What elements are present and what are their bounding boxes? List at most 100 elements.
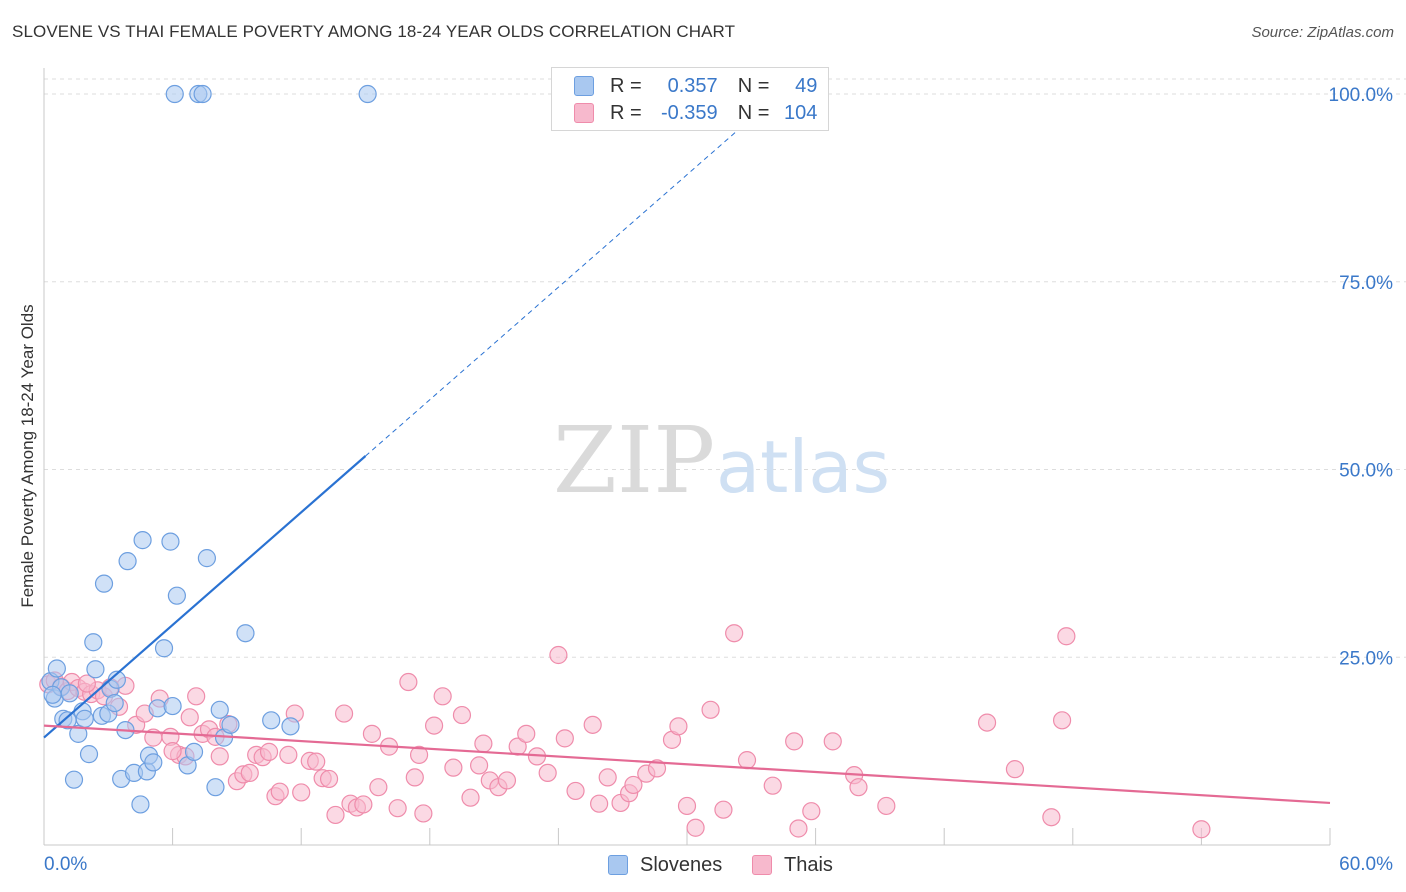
- slovene-point: [86, 660, 105, 679]
- thai-point: [686, 818, 705, 837]
- thai-point: [763, 776, 782, 795]
- slovene-point: [262, 711, 281, 730]
- thai-point: [461, 788, 480, 807]
- trend-layer: [43, 127, 1331, 805]
- thai-point: [240, 763, 259, 783]
- slovene-point: [144, 753, 163, 772]
- thai-point: [598, 768, 617, 787]
- thai-point: [362, 724, 382, 743]
- slovene-point: [206, 778, 225, 797]
- thai-point: [877, 796, 896, 816]
- thai-point: [785, 732, 804, 751]
- thai-point: [538, 763, 557, 783]
- legend-r-label: R =: [610, 101, 642, 124]
- legend-n-value-thais: 104: [784, 101, 818, 124]
- thai-point: [469, 756, 489, 775]
- thai-point: [647, 759, 667, 778]
- thai-point: [789, 819, 808, 838]
- thai-point: [77, 674, 96, 693]
- thai-point: [1005, 760, 1025, 779]
- bottom-legend-thais[interactable]: Thais: [752, 852, 833, 878]
- bottom-legend-slovenes[interactable]: Slovenes: [608, 852, 722, 878]
- slovene-point: [184, 742, 204, 761]
- slovene-point: [197, 549, 216, 568]
- thai-point: [1052, 711, 1072, 730]
- thai-point: [334, 704, 354, 723]
- slovene-point: [69, 724, 88, 743]
- thai-trend-line: [43, 724, 1331, 805]
- thai-point: [677, 796, 697, 816]
- thai-point: [409, 745, 429, 764]
- slovene-point: [64, 770, 84, 789]
- thai-point: [624, 775, 643, 795]
- tick-labels: 25.0% 50.0% 75.0% 100.0% 0.0% 60.0%: [44, 85, 1393, 875]
- thai-point: [669, 717, 688, 736]
- thai-point: [802, 802, 821, 821]
- slovene-point: [236, 624, 255, 643]
- slovene-point: [163, 696, 182, 716]
- thai-point: [566, 781, 585, 801]
- thai-point: [405, 768, 424, 787]
- y-axis-label: Female Poverty Among 18-24 Year Olds: [18, 304, 37, 608]
- bottom-legend-label-slovenes: Slovenes: [640, 853, 723, 876]
- thai-point: [307, 752, 326, 771]
- slovene-trend-extension: [365, 127, 741, 457]
- slovene-point: [118, 552, 137, 571]
- legend-row-slovenes: R = 0.357 N = 49: [574, 73, 817, 99]
- thai-point: [497, 771, 517, 790]
- slovene-point: [47, 659, 66, 678]
- legend-r-value-thais: -0.359: [660, 101, 718, 124]
- slovene-point: [84, 633, 103, 652]
- bottom-legend-label-thais: Thais: [784, 853, 833, 876]
- legend-n-label: N =: [737, 74, 770, 97]
- slovene-point: [221, 715, 240, 734]
- thai-point: [180, 708, 199, 727]
- thai-point: [849, 778, 868, 797]
- thai-point: [270, 782, 289, 801]
- thai-point: [414, 804, 433, 823]
- bottom-legend-swatch-slovenes: [608, 855, 628, 875]
- thai-point: [590, 794, 609, 813]
- thai-point: [388, 799, 407, 818]
- thai-point: [701, 700, 720, 719]
- thai-point: [1042, 808, 1061, 827]
- thai-point: [977, 713, 997, 732]
- slovene-point: [165, 84, 184, 104]
- slovene-point: [75, 709, 94, 728]
- points-layer: [39, 84, 1211, 839]
- slovene-point: [131, 795, 150, 814]
- thai-point: [354, 795, 373, 814]
- slovene-point: [43, 685, 62, 704]
- legend-swatch-thais: [574, 103, 594, 123]
- y-tick-label: 75.0%: [1339, 273, 1393, 294]
- y-tick-label: 50.0%: [1339, 461, 1393, 482]
- legend-swatch-slovenes: [574, 76, 594, 96]
- bottom-legend-swatch-thais: [752, 855, 772, 875]
- thai-point: [292, 783, 311, 802]
- slovene-point: [193, 84, 212, 104]
- axes-layer: [43, 68, 1331, 846]
- y-tick-label: 100.0%: [1329, 85, 1394, 106]
- thai-point: [424, 716, 444, 735]
- thai-point: [1057, 627, 1076, 646]
- thai-point: [210, 747, 229, 766]
- watermark-zip: ZIP: [553, 407, 715, 514]
- legend-n-value-slovenes: 49: [795, 74, 818, 97]
- watermark-atlas: atlas: [716, 425, 890, 509]
- slovene-point: [167, 586, 186, 605]
- slovene-point: [105, 693, 124, 713]
- slovene-point: [60, 684, 79, 703]
- thai-point: [444, 758, 463, 777]
- slovene-point: [358, 84, 377, 104]
- thai-point: [163, 742, 182, 761]
- grid-layer: [44, 78, 1406, 658]
- thai-point: [319, 769, 339, 789]
- legend-r-label: R =: [610, 74, 642, 97]
- thai-point: [737, 751, 757, 770]
- slovene-point: [281, 717, 300, 736]
- thai-point: [725, 624, 744, 643]
- thai-point: [517, 724, 536, 743]
- thai-point: [259, 742, 279, 761]
- thai-point: [474, 734, 493, 753]
